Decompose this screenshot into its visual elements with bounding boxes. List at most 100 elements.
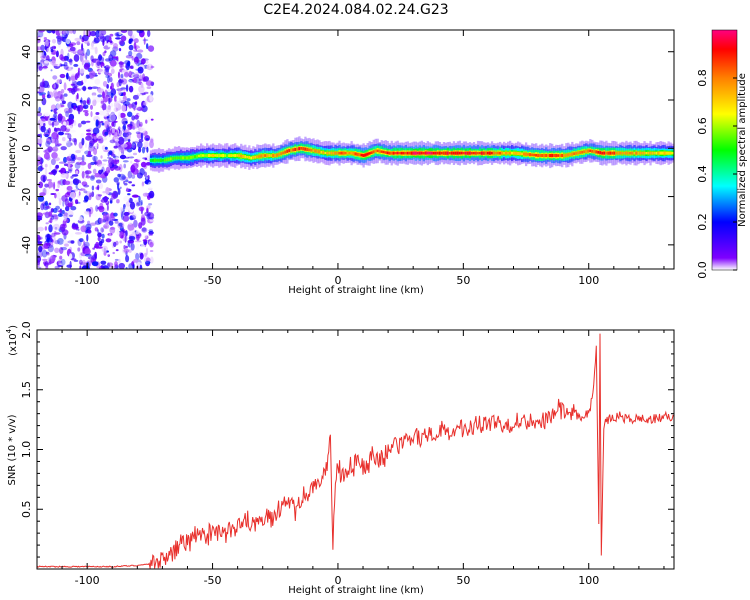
noise-blob [121,117,127,120]
ridge-cell [525,152,528,156]
noise-blob [82,85,87,92]
noise-blob [98,164,105,168]
noise-blob [66,120,70,127]
noise-blob [144,176,150,182]
ridge-cell [553,154,556,157]
noise-blob [51,45,57,49]
noise-blob [65,37,71,45]
noise-blob [60,89,65,94]
noise-blob [108,150,113,155]
noise-blob [71,66,74,70]
noise-blob [64,192,71,198]
ridge-cell [408,151,411,155]
noise-blob [43,60,50,64]
ridge-cell [370,151,373,155]
noise-blob [44,111,50,117]
ridge-cell [561,153,564,158]
ridge-cell [228,154,231,157]
noise-blob [145,261,151,264]
noise-blob [125,141,132,150]
noise-blob [70,206,77,211]
noise-blob [77,123,82,128]
noise-blob [128,235,136,241]
noise-blob [119,183,126,190]
noise-blob [109,60,117,67]
ridge-cell [410,151,413,155]
noise-blob [93,148,98,155]
ridge-cell [155,159,159,162]
noise-blob [79,161,87,166]
noise-blob [110,85,112,90]
noise-blob [117,173,121,178]
noise-blob [101,65,104,69]
ridge-cell [462,151,466,155]
noise-blob [58,161,66,164]
noise-blob [78,197,82,203]
noise-blob [133,107,141,110]
noise-blob [63,82,67,91]
ridge-cell [545,153,548,158]
noise-blob [68,65,74,72]
ridge-cell [669,151,672,155]
noise-blob [143,141,149,148]
ridge-cell [358,153,361,157]
noise-blob [129,230,136,237]
noise-blob [124,235,127,243]
ridge-cell [541,154,544,157]
noise-blob [124,206,131,211]
noise-blob [37,226,44,232]
noise-blob [73,105,77,111]
noise-blob [59,54,64,61]
ridge-cell [208,153,211,158]
noise-blob [37,251,43,258]
noise-blob [84,253,92,257]
noise-blob [103,250,107,256]
ridge-cell [354,152,357,156]
noise-blob [125,54,133,59]
noise-blob [148,229,153,233]
noise-blob [72,138,77,143]
noise-blob [102,213,107,221]
noise-blob [57,183,60,189]
noise-blob [103,149,110,153]
noise-blob [46,48,50,52]
noise-blob [52,157,60,162]
noise-blob [69,129,76,133]
ridge-cell [404,151,407,155]
noise-blob [111,121,115,127]
noise-blob [137,141,143,149]
noise-blob [37,234,41,242]
noise-blob [98,68,105,74]
noise-blob [74,232,82,235]
ridge-cell [196,154,199,158]
ridge-cell [667,151,670,155]
ridge-cell [555,153,558,158]
noise-blob [86,129,91,132]
x-tick-label: -100 [75,274,100,287]
noise-blob [54,127,57,132]
noise-blob [99,151,103,154]
noise-blob [53,236,56,244]
noise-blob [54,265,60,269]
noise-blob [118,48,122,52]
noise-blob [76,201,81,204]
ridge-cell [266,153,269,158]
noise-blob [109,226,116,234]
ridge-cell [484,151,488,155]
noise-blob [64,111,67,114]
noise-blob [38,245,43,253]
colorbar-tick-label: 0.2 [696,213,709,231]
noise-blob [147,116,151,122]
noise-blob [69,137,72,142]
noise-blob [38,92,43,97]
ridge-cell [456,151,460,155]
noise-blob [141,58,146,65]
noise-blob [58,131,64,136]
noise-blob [83,59,90,64]
ridge-cell [320,150,323,154]
noise-blob [89,70,96,79]
ridge-cell [338,151,341,155]
ridge-cell [434,151,437,155]
noise-blob [98,169,103,175]
noise-blob [91,92,97,96]
